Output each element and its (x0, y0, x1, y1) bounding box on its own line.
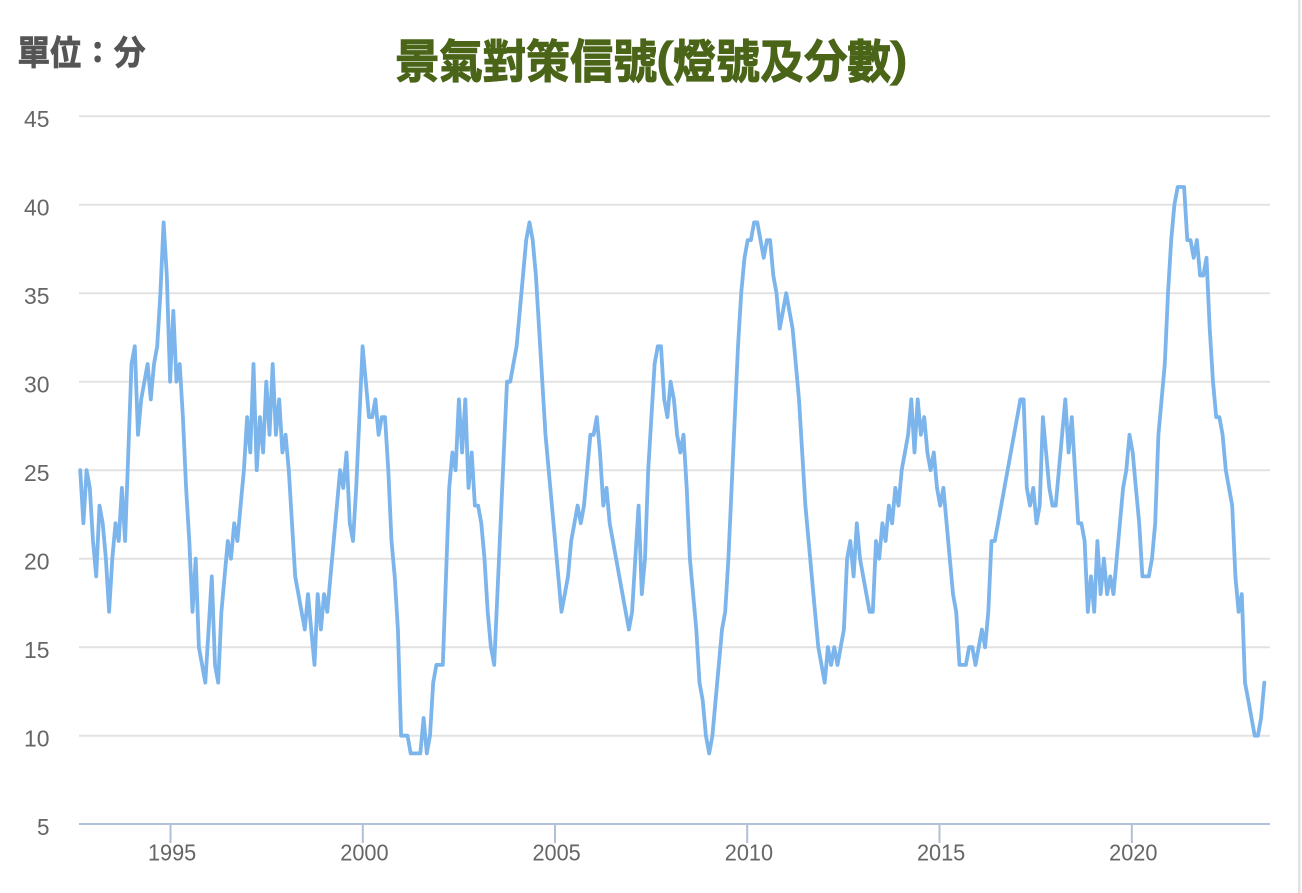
svg-text:45: 45 (24, 106, 50, 132)
svg-text:20: 20 (24, 549, 50, 575)
svg-text:5: 5 (37, 814, 50, 840)
svg-text:10: 10 (24, 726, 50, 752)
svg-text:2005: 2005 (532, 840, 580, 866)
svg-text:2015: 2015 (917, 840, 965, 866)
svg-text:30: 30 (24, 372, 50, 398)
svg-text:40: 40 (24, 195, 50, 221)
svg-text:2000: 2000 (340, 840, 388, 866)
svg-text:2020: 2020 (1109, 840, 1157, 866)
svg-text:1995: 1995 (148, 840, 196, 866)
svg-text:2010: 2010 (725, 840, 773, 866)
svg-text:35: 35 (24, 283, 50, 309)
svg-text:15: 15 (24, 637, 50, 663)
svg-text:25: 25 (24, 460, 50, 486)
